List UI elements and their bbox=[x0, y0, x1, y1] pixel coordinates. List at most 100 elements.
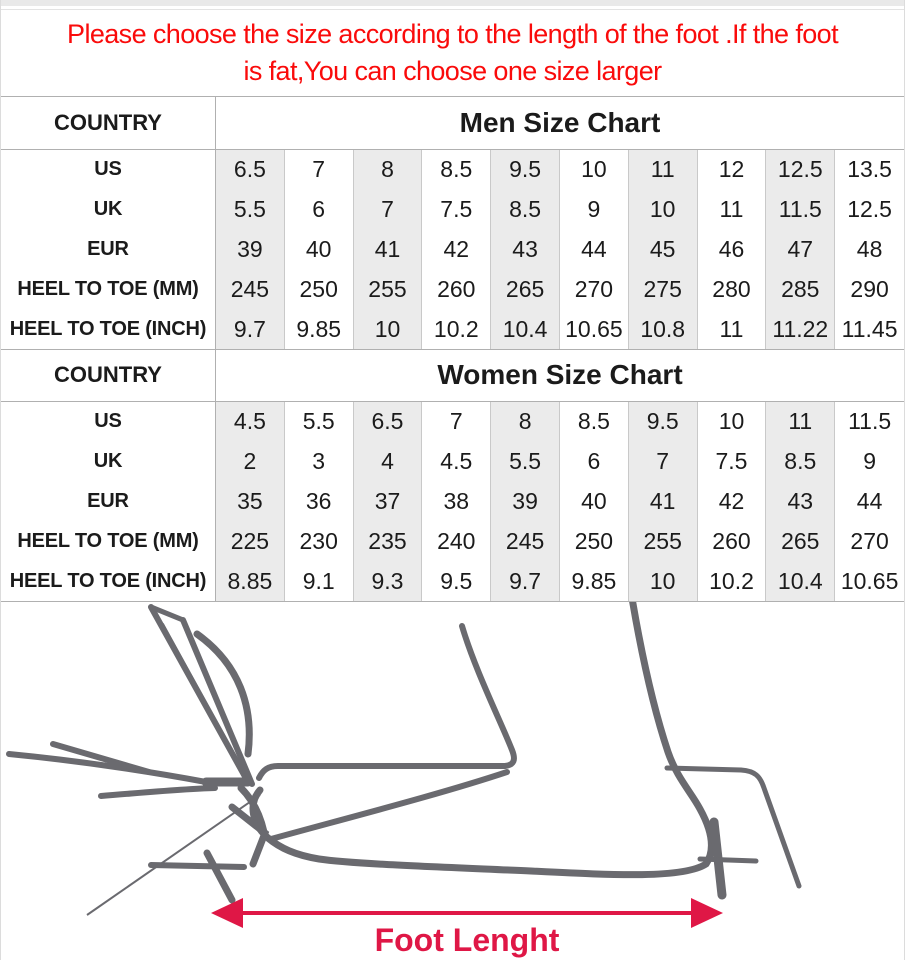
men-size-cell: 8.5 bbox=[422, 150, 492, 190]
women-size-cell: 265 bbox=[766, 521, 836, 562]
men-size-cell: 6.5 bbox=[216, 150, 285, 190]
men-size-cell: 260 bbox=[422, 269, 492, 310]
men-size-cell: 11 bbox=[628, 150, 698, 190]
men-size-cell: 11 bbox=[698, 309, 767, 349]
women-size-cell: 240 bbox=[422, 521, 492, 562]
women-country-header: COUNTRY bbox=[1, 349, 216, 402]
women-size-cell: 11.5 bbox=[848, 408, 892, 435]
men-size-cell: 280 bbox=[698, 269, 767, 310]
women-size-cell: 38 bbox=[422, 481, 492, 522]
women-size-cell: 9.3 bbox=[353, 561, 423, 601]
women-size-cell: 40 bbox=[560, 481, 629, 522]
women-size-cell: 8.85 bbox=[216, 561, 285, 601]
hand-drawing bbox=[6, 740, 270, 868]
women-size-cell: 9.5 bbox=[628, 401, 698, 442]
women-size-cell: 4.5 bbox=[422, 441, 492, 482]
women-size-cell: 10.65 bbox=[840, 567, 899, 594]
men-size-cell: 11.5 bbox=[766, 189, 836, 230]
men-size-cell: 6 bbox=[285, 189, 354, 230]
men-size-cell: 290 bbox=[850, 275, 889, 302]
women-size-cell: 10.2 bbox=[698, 561, 767, 601]
men-size-cell: 39 bbox=[216, 229, 285, 270]
men-size-cell: 275 bbox=[628, 269, 698, 310]
women-size-cell: 9 bbox=[863, 448, 876, 475]
men-size-cell: 46 bbox=[698, 229, 767, 270]
men-size-cell: 43 bbox=[491, 229, 560, 270]
women-size-cell: 260 bbox=[698, 521, 767, 562]
men-size-cell: 48 bbox=[856, 235, 883, 262]
top-hairline bbox=[1, 6, 904, 10]
women-size-cell: 5.5 bbox=[491, 441, 560, 482]
men-size-cell: 10 bbox=[353, 309, 423, 349]
men-size-cell: 10.8 bbox=[628, 309, 698, 349]
women-size-cell: 270 bbox=[850, 527, 889, 554]
men-table-title: Men Size Chart bbox=[216, 97, 904, 150]
women-size-cell: 6.5 bbox=[353, 401, 423, 442]
women-row-label-eur: EUR bbox=[1, 481, 216, 522]
men-size-cell: 8.5 bbox=[491, 189, 560, 230]
women-size-cell: 10 bbox=[628, 561, 698, 601]
men-size-cell: 245 bbox=[216, 269, 285, 310]
women-row-label-us: US bbox=[1, 401, 216, 442]
women-size-cell: 235 bbox=[353, 521, 423, 562]
men-size-cell: 11 bbox=[698, 189, 767, 230]
men-size-cell: 11.22 bbox=[766, 309, 836, 349]
women-size-table: COUNTRY Women Size Chart US 4.5 5.5 6.5 7 8 8.5 9… bbox=[1, 348, 904, 602]
women-row-label-heel-to-toe-inch: HEEL TO TOE (INCH) bbox=[1, 561, 216, 601]
women-size-cell: 7 bbox=[628, 441, 698, 482]
men-size-cell: 45 bbox=[628, 229, 698, 270]
men-row-label-heel-to-toe-mm: HEEL TO TOE (MM) bbox=[1, 269, 216, 310]
men-row-label-uk: UK bbox=[1, 189, 216, 230]
men-size-cell: 10.2 bbox=[422, 309, 492, 349]
women-size-cell: 43 bbox=[766, 481, 836, 522]
men-size-cell: 10.4 bbox=[491, 309, 560, 349]
men-size-cell: 42 bbox=[422, 229, 492, 270]
women-row-label-heel-to-toe-mm: HEEL TO TOE (MM) bbox=[1, 521, 216, 562]
men-size-cell: 9.5 bbox=[491, 150, 560, 190]
pencil-drawing bbox=[148, 603, 255, 787]
women-size-cell: 10.4 bbox=[766, 561, 836, 601]
men-row-label-eur: EUR bbox=[1, 229, 216, 270]
women-size-cell: 2 bbox=[216, 441, 285, 482]
foot-drawing bbox=[148, 601, 802, 904]
women-size-cell: 4.5 bbox=[216, 401, 285, 442]
men-size-cell: 11.45 bbox=[841, 315, 898, 342]
women-size-cell: 39 bbox=[491, 481, 560, 522]
women-size-cell: 9.7 bbox=[491, 561, 560, 601]
women-size-cell: 3 bbox=[285, 441, 354, 482]
men-size-cell: 12.5 bbox=[766, 150, 836, 190]
top-border-strip bbox=[1, 0, 904, 6]
arrowhead-left bbox=[211, 897, 243, 928]
men-size-cell: 40 bbox=[285, 229, 354, 270]
men-size-cell: 7 bbox=[285, 150, 354, 190]
women-size-cell: 7.5 bbox=[698, 441, 767, 482]
men-size-cell: 270 bbox=[560, 269, 629, 310]
size-notice: Please choose the size according to the … bbox=[1, 10, 904, 96]
women-size-cell: 11 bbox=[766, 401, 836, 442]
women-size-cell: 7 bbox=[422, 401, 492, 442]
men-size-cell: 9.7 bbox=[216, 309, 285, 349]
men-country-header: COUNTRY bbox=[1, 97, 216, 150]
women-size-cell: 42 bbox=[698, 481, 767, 522]
men-size-cell: 10 bbox=[560, 150, 629, 190]
men-size-cell: 9 bbox=[560, 189, 629, 230]
men-size-table: COUNTRY Men Size Chart US 6.5 7 8 8.5 9.5 10 11 12… bbox=[1, 96, 904, 349]
women-size-cell: 250 bbox=[560, 521, 629, 562]
women-size-cell: 41 bbox=[628, 481, 698, 522]
women-size-cell: 9.85 bbox=[560, 561, 629, 601]
men-size-cell: 10.65 bbox=[560, 309, 629, 349]
notice-line-2: is fat,You can choose one size larger bbox=[243, 56, 662, 86]
men-size-cell: 285 bbox=[766, 269, 836, 310]
foot-measurement-diagram: Foot Lenght bbox=[1, 601, 904, 959]
women-size-cell: 44 bbox=[856, 487, 883, 514]
women-size-cell: 230 bbox=[285, 521, 354, 562]
women-size-cell: 9.1 bbox=[285, 561, 354, 601]
men-size-cell: 10 bbox=[628, 189, 698, 230]
women-size-cell: 9.5 bbox=[422, 561, 492, 601]
women-size-cell: 35 bbox=[216, 481, 285, 522]
women-size-cell: 37 bbox=[353, 481, 423, 522]
women-size-cell: 5.5 bbox=[285, 401, 354, 442]
men-size-cell: 250 bbox=[285, 269, 354, 310]
women-size-cell: 10 bbox=[698, 401, 767, 442]
men-size-cell: 41 bbox=[353, 229, 423, 270]
